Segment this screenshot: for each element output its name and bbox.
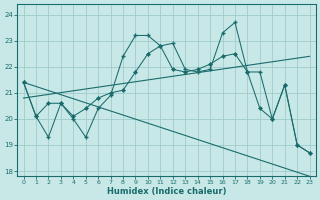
- X-axis label: Humidex (Indice chaleur): Humidex (Indice chaleur): [107, 187, 226, 196]
